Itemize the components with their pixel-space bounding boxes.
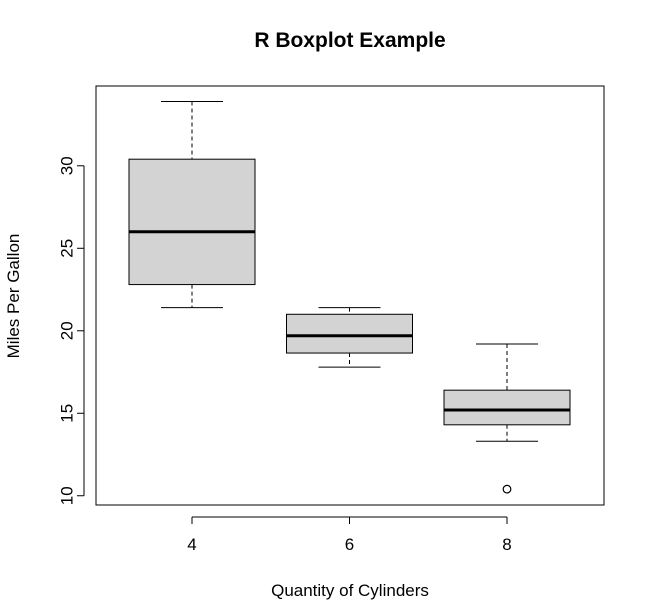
iqr-box — [128, 158, 256, 286]
x-axis: 4 6 8 — [187, 516, 512, 554]
box-4 — [128, 100, 256, 309]
iqr-box — [443, 389, 571, 426]
plot-frame — [95, 85, 605, 506]
iqr-box — [286, 313, 413, 354]
x-tick-label: 8 — [502, 535, 511, 554]
x-tick-label: 6 — [345, 535, 354, 554]
y-axis-label: Miles Per Gallon — [4, 234, 23, 359]
x-axis-label: Quantity of Cylinders — [271, 581, 429, 600]
box-6 — [286, 307, 413, 368]
y-tick-label: 30 — [57, 156, 76, 175]
y-tick-label: 10 — [57, 486, 76, 505]
y-tick-label: 15 — [57, 404, 76, 423]
boxes-group — [128, 100, 571, 494]
chart-title: R Boxplot Example — [254, 29, 445, 52]
outlier-point — [502, 484, 512, 494]
x-tick-label: 4 — [187, 535, 196, 554]
y-axis: 10 15 20 25 30 — [57, 156, 85, 505]
y-tick-label: 20 — [57, 321, 76, 340]
box-8 — [443, 343, 571, 494]
y-tick-label: 25 — [57, 239, 76, 258]
